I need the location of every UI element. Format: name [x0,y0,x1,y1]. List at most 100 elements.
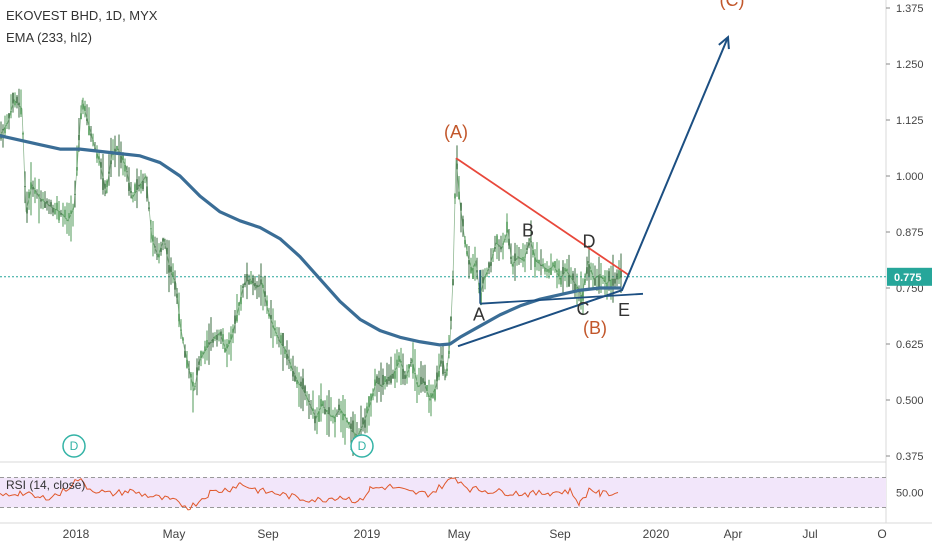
time-tick-label: Sep [257,527,279,541]
last-price-label: 0.775 [894,272,922,284]
candle-body [404,374,406,379]
candle-body [470,266,472,273]
candle-body [522,256,524,261]
candle-body [58,211,60,221]
candle-body [418,385,420,387]
candle-body [264,291,266,297]
wave-label: B [522,220,534,240]
candle-body [518,257,520,259]
price-tick-label: 1.250 [896,59,924,71]
candle-body [312,408,314,412]
last-price-badge [887,267,932,286]
candle-body [388,376,390,382]
rsi-indicator-label: RSI (14, close) [6,478,86,492]
candle-body [228,340,230,344]
rsi-tick-label: 50.00 [896,488,924,500]
candle-body [430,393,432,398]
candle-body [32,186,34,190]
candle-body [534,257,536,268]
candle-body [106,180,108,188]
candle-body [120,155,122,163]
candle-body [170,266,172,273]
ema-line [0,134,622,347]
candle-body [380,384,382,386]
candle-body [292,370,294,377]
candle-body [208,342,210,345]
event-marker[interactable] [350,434,374,458]
candle-body [460,202,462,211]
candle-body [422,378,424,383]
triangle-upper-trendline[interactable] [455,157,629,276]
candle-body [166,247,168,255]
time-tick-label: May [163,527,186,541]
candle-body [378,377,380,385]
triangle-lower-trendline[interactable] [479,292,644,305]
candle-body [230,334,232,340]
candle-body [472,267,474,279]
candle-body [200,351,202,358]
candle-body [612,279,614,286]
candle-body [386,379,388,385]
candle-body [394,370,396,379]
price-line [0,99,623,437]
candle-body [282,332,284,347]
candle-body [314,415,316,424]
candle-body [616,273,618,280]
candle-body [442,360,444,374]
event-marker-label: D [70,439,79,453]
candle-body [328,407,330,415]
candle-body [514,253,516,262]
candle-body [362,418,364,425]
candle-body [184,350,186,358]
time-tick-label: Apr [724,527,743,541]
candle-body [568,274,570,287]
price-tick-label: 0.625 [896,339,924,351]
event-marker[interactable] [62,434,86,458]
candle-body [348,421,350,425]
candle-body [28,192,30,199]
candle-body [162,238,164,242]
candle-body [614,279,616,284]
candle-body [392,373,394,379]
candle-body [302,378,304,390]
candle-body [270,314,272,320]
candle-body [138,184,140,187]
candle-body [202,352,204,355]
candle-body [532,249,534,255]
candle-body [142,180,144,190]
candle-body [4,127,6,134]
candle-body [82,103,84,110]
candle-body [424,381,426,386]
projection-path[interactable] [457,36,729,348]
candle-body [582,290,584,301]
time-tick-label: Sep [549,527,571,541]
candle-body [246,274,248,282]
candle-body [368,396,370,408]
candle-body [318,411,320,422]
candle-body [304,386,306,394]
candle-body [104,183,106,189]
candle-body [128,182,130,192]
candle-body [236,314,238,322]
candle-body [174,281,176,290]
candle-body [436,372,438,382]
candle-body [196,367,198,376]
candle-body [244,282,246,286]
candle-body [102,178,104,190]
candle-body [98,156,100,160]
candle-body [512,264,514,267]
candle-body [432,393,434,398]
candle-body [496,235,498,244]
rsi-line [0,477,619,511]
candle-body [384,376,386,383]
candle-body [322,401,324,406]
candle-body [60,212,62,215]
candle-body [376,376,378,383]
candle-body [84,105,86,112]
candle-body [116,145,118,150]
candle-body [576,286,578,289]
candle-body [30,182,32,190]
candle-body [374,379,376,386]
